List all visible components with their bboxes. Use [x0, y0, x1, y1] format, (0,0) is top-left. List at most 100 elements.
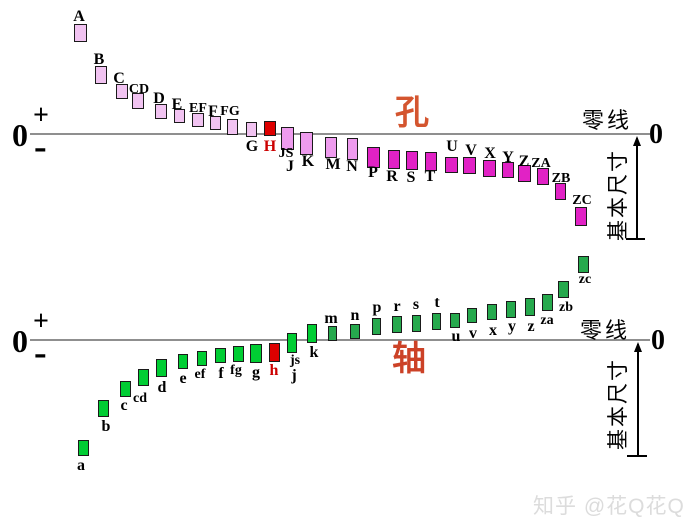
deviation-box-ZB	[555, 183, 566, 200]
shaft-zero-right: 0	[651, 325, 665, 356]
deviation-box-v	[467, 308, 477, 323]
deviation-box-d	[156, 359, 167, 377]
deviation-label-EF: EF	[189, 101, 207, 116]
deviation-box-b	[98, 400, 109, 417]
deviation-box-H	[264, 121, 276, 136]
deviation-box-u	[450, 313, 460, 328]
deviation-label-N: N	[346, 158, 358, 175]
deviation-label-a: a	[77, 457, 85, 474]
deviation-label-m: m	[324, 310, 338, 327]
deviation-label-g: g	[252, 364, 260, 381]
deviation-label-R: R	[386, 168, 398, 185]
deviation-label-S: S	[406, 169, 416, 186]
deviation-label-p: p	[372, 299, 382, 316]
deviation-label-D: D	[153, 90, 165, 107]
shaft-dimension-end-tick	[627, 455, 647, 457]
deviation-box-N	[347, 138, 358, 160]
deviation-box-S	[406, 151, 418, 170]
hole-basic-size-label: 基本尺寸	[606, 149, 630, 241]
shaft-zero-left: 0	[12, 323, 28, 359]
deviation-box-g	[250, 344, 262, 363]
deviation-box-X	[483, 160, 496, 177]
deviation-label-ZC: ZC	[572, 193, 592, 208]
shaft-basic-size-dimension-line	[637, 344, 639, 456]
deviation-label-js: js	[289, 353, 301, 368]
deviation-label-V: V	[465, 142, 477, 159]
deviation-label-X: X	[484, 145, 496, 162]
deviation-label-H: H	[263, 138, 277, 155]
deviation-label-JS: JS	[278, 146, 294, 161]
deviation-box-k	[307, 324, 317, 343]
deviation-box-FG	[227, 119, 238, 135]
shaft-zero-line-label: 零线	[580, 318, 631, 343]
deviation-label-CD: CD	[128, 82, 150, 97]
deviation-label-M: M	[325, 156, 341, 173]
deviation-label-t: t	[434, 294, 440, 311]
deviation-box-P	[367, 147, 380, 168]
deviation-box-js	[287, 333, 297, 353]
deviation-label-fg: fg	[230, 363, 242, 378]
hole-zero-left: 0	[12, 117, 28, 153]
deviation-label-U: U	[446, 138, 458, 155]
deviation-label-h: h	[269, 362, 279, 379]
deviation-box-y	[506, 301, 516, 318]
deviation-box-F	[210, 116, 221, 130]
deviation-label-Z: Z	[518, 153, 530, 170]
deviation-label-Y: Y	[502, 149, 514, 166]
deviation-box-p	[372, 318, 381, 335]
deviation-box-zb	[558, 281, 569, 298]
deviation-label-F: F	[208, 103, 218, 120]
deviation-label-y: y	[508, 318, 516, 335]
deviation-label-e: e	[179, 370, 187, 387]
deviation-label-d: d	[157, 379, 167, 396]
deviation-label-cd: cd	[133, 391, 147, 406]
shaft-minus-sign: -	[34, 332, 47, 374]
deviation-box-ZC	[575, 207, 587, 226]
shaft-basic-size-label: 基本尺寸	[606, 358, 630, 450]
deviation-box-E	[174, 109, 185, 123]
watermark: 知乎 @花Q花Q	[533, 495, 685, 518]
deviation-box-R	[388, 150, 400, 169]
deviation-label-E: E	[171, 96, 183, 113]
deviation-label-u: u	[451, 328, 461, 345]
deviation-label-B: B	[93, 51, 105, 68]
deviation-box-T	[425, 152, 437, 171]
deviation-label-zc: zc	[578, 272, 592, 287]
deviation-label-f: f	[218, 365, 224, 382]
deviation-box-t	[432, 313, 441, 330]
hole-minus-sign: -	[34, 126, 47, 168]
deviation-box-a	[78, 440, 89, 456]
deviation-label-k: k	[309, 344, 319, 361]
deviation-label-r: r	[393, 298, 401, 315]
deviation-label-FG: FG	[220, 104, 240, 119]
deviation-label-K: K	[301, 153, 315, 170]
deviation-box-B	[95, 66, 107, 84]
deviation-box-D	[155, 104, 167, 119]
deviation-label-T: T	[424, 168, 436, 185]
hole-basic-size-dimension-line	[636, 138, 638, 239]
deviation-box-C	[116, 84, 128, 99]
deviation-box-U	[445, 157, 458, 173]
hole-region-label: 孔	[395, 95, 429, 132]
shaft-plus-sign: +	[33, 306, 49, 337]
deviation-box-n	[350, 324, 360, 339]
deviation-label-ZB: ZB	[551, 171, 571, 186]
shaft-region-label: 轴	[392, 341, 426, 378]
deviation-box-M	[325, 137, 337, 158]
deviation-box-A	[74, 24, 87, 42]
hole-zero-line-label: 零线	[582, 108, 633, 133]
shaft-dimension-arrow-icon	[634, 342, 642, 352]
hole-plus-sign: +	[33, 100, 49, 131]
deviation-label-za: za	[540, 313, 554, 328]
deviation-box-x	[487, 304, 497, 320]
deviation-box-r	[392, 316, 402, 333]
deviation-box-fg	[233, 346, 244, 362]
deviation-box-JS	[281, 127, 294, 150]
deviation-label-ZA: ZA	[531, 156, 551, 171]
deviation-box-ZA	[537, 168, 549, 185]
deviation-box-cd	[138, 369, 149, 386]
deviation-box-V	[463, 157, 476, 174]
deviation-box-f	[215, 348, 226, 363]
hole-dimension-end-tick	[626, 238, 645, 240]
